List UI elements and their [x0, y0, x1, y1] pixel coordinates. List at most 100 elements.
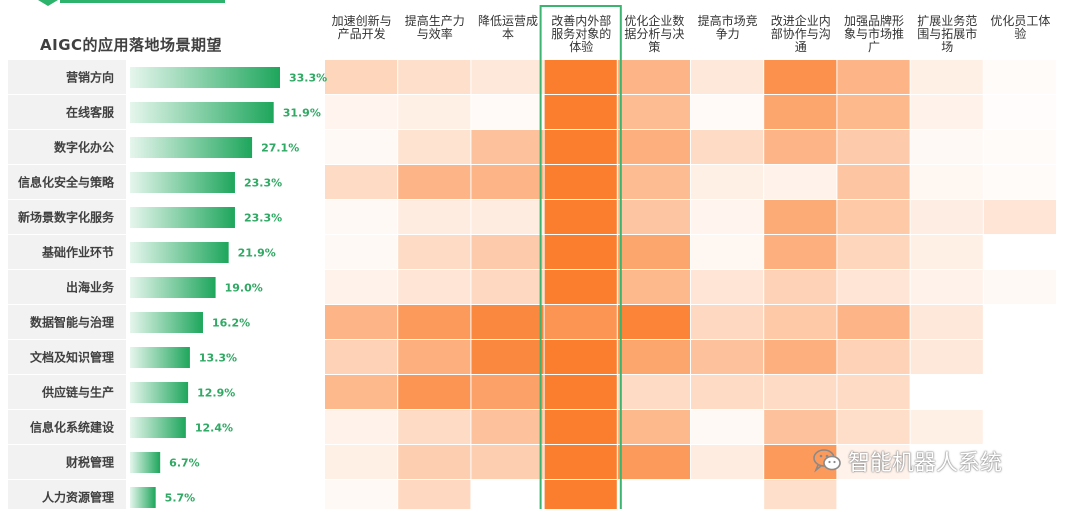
heatmap-cell — [910, 235, 983, 269]
heatmap-cell — [837, 375, 910, 409]
heatmap-cell — [691, 270, 764, 304]
heatmap-cell — [910, 305, 983, 339]
heatmap-cell — [837, 480, 910, 509]
heatmap-cell — [691, 200, 764, 234]
heatmap-cell — [471, 445, 544, 479]
heatmap-cell — [544, 340, 617, 374]
row-label: 信息化安全与策略 — [18, 175, 115, 190]
row-label: 数据智能与治理 — [30, 315, 114, 330]
bar — [130, 312, 203, 333]
row-label-band — [8, 480, 126, 509]
bar-value-label: 27.1% — [261, 142, 299, 155]
heatmap-cell — [471, 60, 544, 94]
heatmap-cell — [764, 130, 837, 164]
heatmap-cell — [983, 480, 1056, 509]
heatmap-cell — [544, 60, 617, 94]
heatmap-cell — [398, 375, 471, 409]
heatmap-cell — [471, 305, 544, 339]
heatmap-cell — [617, 95, 690, 129]
top-accent-decoration — [10, 0, 225, 6]
heatmap-cell — [691, 305, 764, 339]
heatmap-cell — [837, 60, 910, 94]
heatmap-cell — [837, 340, 910, 374]
heatmap-cell — [617, 410, 690, 444]
heatmap-cell — [837, 305, 910, 339]
heatmap-cell — [764, 235, 837, 269]
heatmap-cell — [837, 165, 910, 199]
column-label: 加速创新与产品开发 — [332, 13, 392, 41]
row-label-band — [8, 305, 126, 339]
heatmap-cell — [910, 445, 983, 479]
heatmap-cell — [691, 480, 764, 509]
heatmap-cell — [764, 480, 837, 509]
wechat-icon — [813, 449, 841, 473]
heatmap-cell — [471, 410, 544, 444]
bar-value-label: 21.9% — [238, 247, 276, 260]
row-label: 财税管理 — [65, 455, 114, 470]
row-label-band — [8, 270, 126, 304]
heatmap-cell — [617, 340, 690, 374]
heatmap-cell — [471, 480, 544, 509]
heatmap-cell — [325, 375, 398, 409]
row-label-band — [8, 410, 126, 444]
heatmap-cell — [325, 270, 398, 304]
heatmap-cell — [837, 200, 910, 234]
bar — [130, 207, 235, 228]
watermark: 智能机器人系统 — [812, 445, 1002, 477]
heatmap-cell — [471, 375, 544, 409]
column-label: 加强品牌形象与市场推广 — [844, 14, 904, 54]
heatmap-cell — [764, 95, 837, 129]
heatmap-cell — [983, 445, 1056, 479]
heatmap-cell — [910, 340, 983, 374]
heatmap-cell — [398, 340, 471, 374]
heatmap-cell — [691, 375, 764, 409]
heatmap-cell — [398, 480, 471, 509]
heatmap-cell — [910, 375, 983, 409]
bar — [130, 487, 156, 508]
row-label-band — [8, 340, 126, 374]
heatmap-cell — [544, 165, 617, 199]
bar-value-label: 31.9% — [283, 107, 321, 120]
heatmap-cell — [617, 60, 690, 94]
heatmap-cell — [764, 305, 837, 339]
bar-value-label: 23.3% — [244, 177, 282, 190]
heatmap-cell — [398, 165, 471, 199]
heatmap-cell — [837, 235, 910, 269]
row-label-band — [8, 235, 126, 269]
heatmap-cell — [544, 270, 617, 304]
heatmap-cell — [471, 95, 544, 129]
heatmap-cell — [471, 270, 544, 304]
heatmap-cell — [544, 375, 617, 409]
column-label: 优化员工体验 — [990, 14, 1050, 41]
column-label: 扩展业务范围与拓展市场 — [917, 13, 977, 54]
bar — [130, 242, 229, 263]
heatmap-cell — [325, 340, 398, 374]
heatmap-cell — [544, 305, 617, 339]
heatmap-cell — [617, 480, 690, 509]
heatmap-cell — [617, 375, 690, 409]
heatmap-cell — [325, 165, 398, 199]
heatmap-cell — [398, 200, 471, 234]
heatmap-cell — [398, 410, 471, 444]
watermark-text: 智能机器人系统 — [848, 451, 1003, 476]
column-label: 优化企业数据分析与决策 — [624, 13, 684, 54]
heatmap-cell — [325, 95, 398, 129]
heatmap-cell — [837, 130, 910, 164]
heatmap-cell — [910, 130, 983, 164]
heatmap-cell — [544, 480, 617, 509]
heatmap-cell — [764, 340, 837, 374]
row-label-band — [8, 95, 126, 129]
bar — [130, 382, 189, 403]
heatmap-cell — [983, 410, 1056, 444]
bar — [130, 137, 253, 158]
heatmap-cell — [691, 235, 764, 269]
heatmap-cell — [325, 410, 398, 444]
row-label: 信息化系统建设 — [30, 420, 115, 435]
heatmap-cell — [983, 200, 1056, 234]
column-label: 降低运营成本 — [478, 14, 538, 41]
heatmap-cell — [617, 445, 690, 479]
heatmap-cell — [691, 340, 764, 374]
bar-value-label: 6.7% — [169, 457, 200, 470]
bar-value-label: 16.2% — [212, 317, 250, 330]
bar — [130, 277, 216, 298]
